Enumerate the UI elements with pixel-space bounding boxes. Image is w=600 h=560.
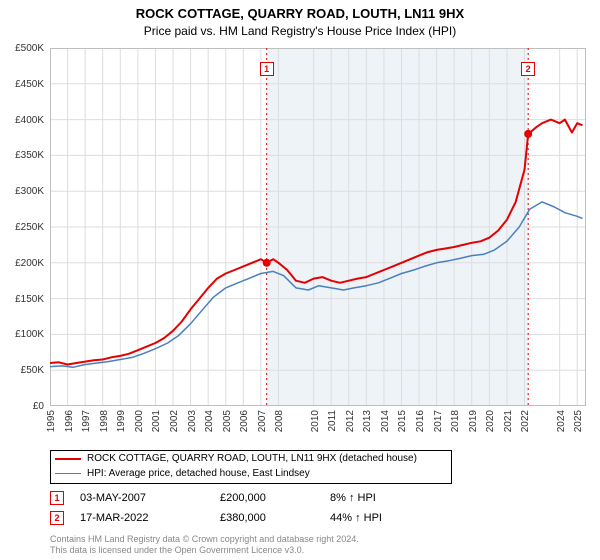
y-tick-label: £300K	[0, 186, 44, 197]
sale-marker-1: 1	[260, 62, 274, 76]
chart-root: ROCK COTTAGE, QUARRY ROAD, LOUTH, LN11 9…	[0, 0, 600, 560]
sale-row-index: 1	[50, 491, 64, 505]
legend-item: ROCK COTTAGE, QUARRY ROAD, LOUTH, LN11 9…	[51, 451, 451, 466]
x-tick-label: 1998	[99, 410, 110, 432]
x-tick-label: 1995	[46, 410, 57, 432]
plot-area	[50, 48, 586, 406]
x-tick-label: 2017	[433, 410, 444, 432]
y-tick-label: £450K	[0, 79, 44, 90]
x-tick-label: 1996	[64, 410, 75, 432]
y-tick-label: £500K	[0, 43, 44, 54]
sale-price: £200,000	[220, 492, 330, 504]
x-tick-label: 2025	[573, 410, 584, 432]
x-tick-label: 2007	[257, 410, 268, 432]
attribution-line2: This data is licensed under the Open Gov…	[50, 545, 304, 555]
legend: ROCK COTTAGE, QUARRY ROAD, LOUTH, LN11 9…	[50, 450, 452, 484]
x-tick-label: 2013	[362, 410, 373, 432]
x-tick-label: 2003	[187, 410, 198, 432]
chart-title: ROCK COTTAGE, QUARRY ROAD, LOUTH, LN11 9…	[0, 6, 600, 21]
x-tick-label: 1997	[81, 410, 92, 432]
x-tick-label: 2005	[222, 410, 233, 432]
legend-label: ROCK COTTAGE, QUARRY ROAD, LOUTH, LN11 9…	[87, 453, 417, 464]
legend-label: HPI: Average price, detached house, East…	[87, 468, 310, 479]
sale-delta: 8% ↑ HPI	[330, 492, 376, 504]
sale-row: 1 03-MAY-2007£200,0008% ↑ HPI	[50, 490, 376, 506]
x-tick-label: 2021	[503, 410, 514, 432]
x-tick-label: 2024	[556, 410, 567, 432]
y-tick-label: £100K	[0, 329, 44, 340]
x-tick-label: 2001	[151, 410, 162, 432]
x-tick-label: 2008	[274, 410, 285, 432]
x-tick-label: 2015	[397, 410, 408, 432]
x-tick-label: 2002	[169, 410, 180, 432]
attribution-line1: Contains HM Land Registry data © Crown c…	[50, 534, 359, 544]
x-tick-label: 2000	[134, 410, 145, 432]
legend-swatch	[55, 473, 81, 474]
y-tick-label: £50K	[0, 365, 44, 376]
sale-row: 2 17-MAR-2022£380,00044% ↑ HPI	[50, 510, 382, 526]
x-tick-label: 2019	[468, 410, 479, 432]
y-tick-label: £400K	[0, 115, 44, 126]
x-tick-label: 2006	[239, 410, 250, 432]
x-tick-label: 2012	[345, 410, 356, 432]
x-tick-label: 2014	[380, 410, 391, 432]
legend-swatch	[55, 458, 81, 460]
plot-svg	[50, 48, 586, 406]
chart-subtitle: Price paid vs. HM Land Registry's House …	[0, 24, 600, 38]
x-tick-label: 2011	[327, 410, 338, 432]
sale-row-index: 2	[50, 511, 64, 525]
y-tick-label: £250K	[0, 222, 44, 233]
y-tick-label: £0	[0, 401, 44, 412]
sale-marker-2: 2	[521, 62, 535, 76]
x-tick-label: 2022	[520, 410, 531, 432]
x-tick-label: 2016	[415, 410, 426, 432]
sale-delta: 44% ↑ HPI	[330, 512, 382, 524]
sale-date: 03-MAY-2007	[80, 492, 220, 504]
x-tick-label: 2010	[310, 410, 321, 432]
y-tick-label: £350K	[0, 150, 44, 161]
x-tick-label: 2004	[204, 410, 215, 432]
y-tick-label: £150K	[0, 294, 44, 305]
x-tick-label: 2018	[450, 410, 461, 432]
x-tick-label: 1999	[116, 410, 127, 432]
sale-price: £380,000	[220, 512, 330, 524]
sale-date: 17-MAR-2022	[80, 512, 220, 524]
legend-item: HPI: Average price, detached house, East…	[51, 466, 451, 481]
y-tick-label: £200K	[0, 258, 44, 269]
x-tick-label: 2020	[485, 410, 496, 432]
